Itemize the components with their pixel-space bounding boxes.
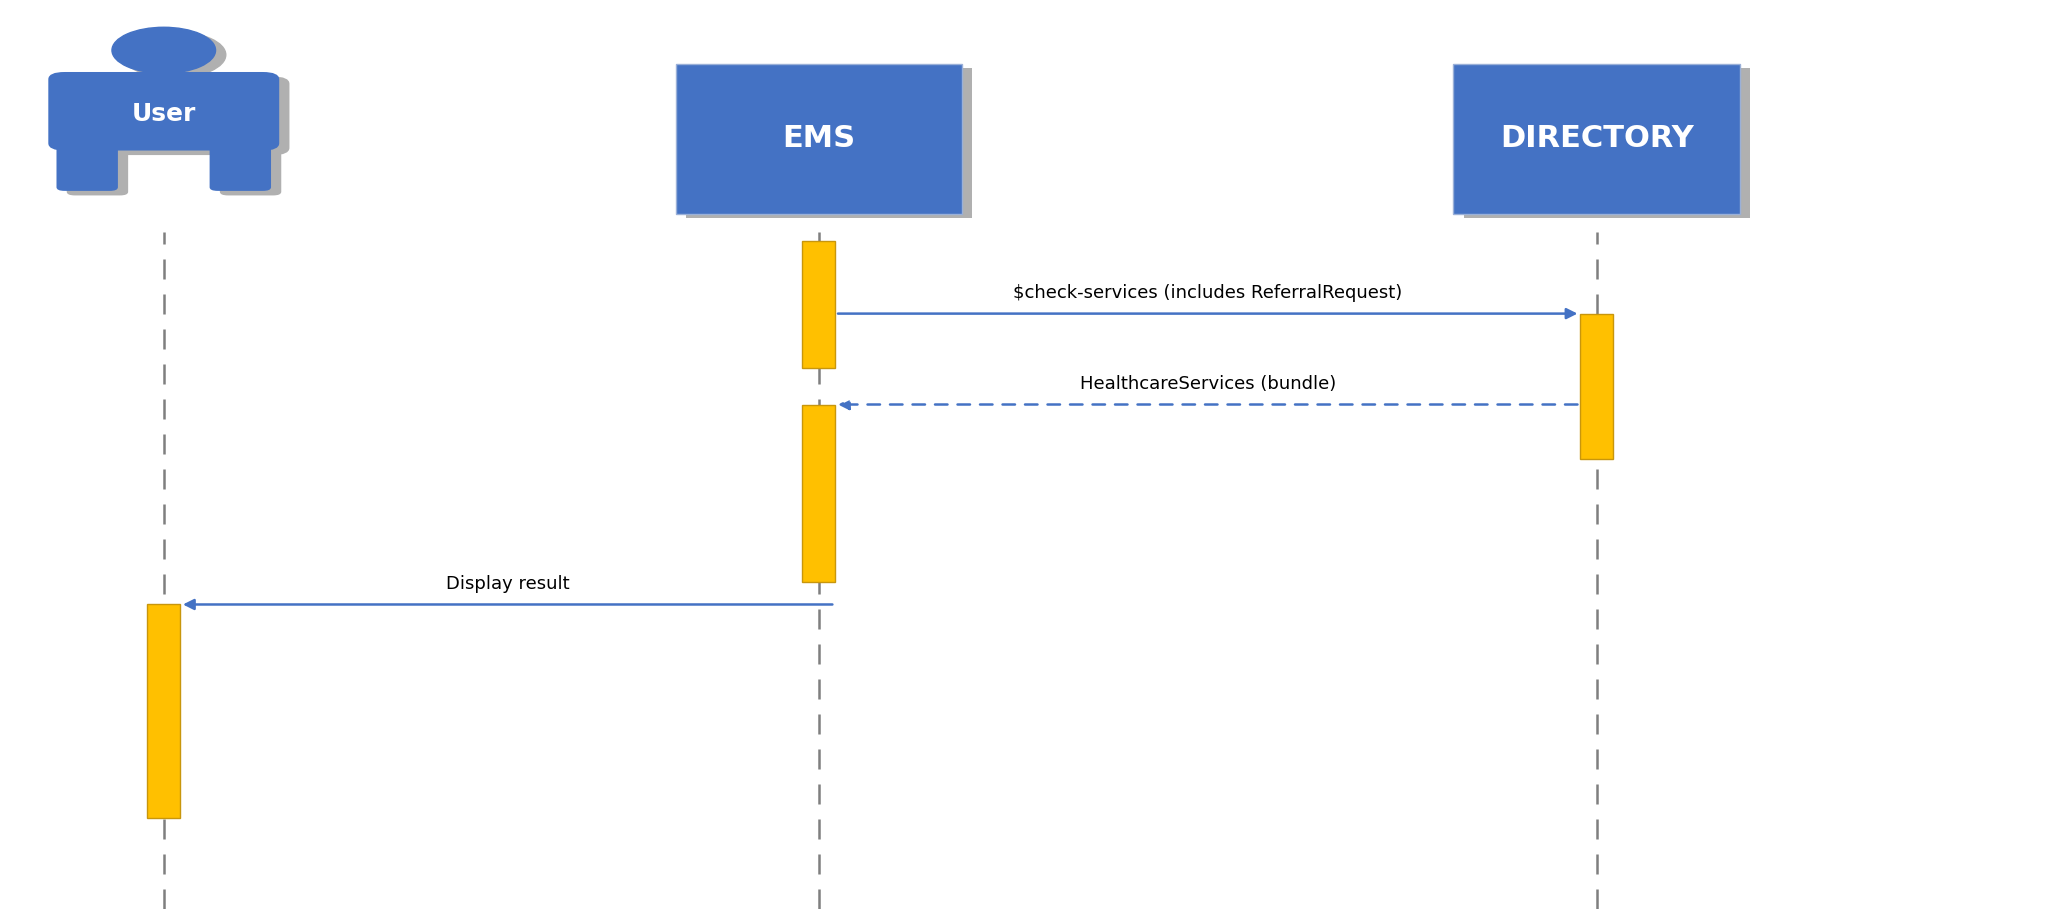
Bar (802, 405, 835, 582)
Text: Display result: Display result (446, 574, 569, 593)
FancyBboxPatch shape (209, 140, 270, 191)
Text: User: User (131, 103, 197, 126)
Bar (1464, 68, 1750, 218)
Bar (1580, 314, 1613, 459)
Bar (686, 68, 972, 218)
Bar (802, 241, 835, 368)
Bar (676, 64, 962, 214)
Bar (147, 604, 180, 818)
Text: DIRECTORY: DIRECTORY (1500, 125, 1693, 153)
FancyBboxPatch shape (57, 140, 119, 191)
Text: $check-services (includes ReferralRequest): $check-services (includes ReferralReques… (1013, 284, 1402, 302)
Text: HealthcareServices (bundle): HealthcareServices (bundle) (1079, 375, 1337, 393)
FancyBboxPatch shape (49, 72, 278, 151)
Bar (1453, 64, 1740, 214)
Text: EMS: EMS (782, 125, 856, 153)
FancyBboxPatch shape (219, 145, 280, 195)
Circle shape (123, 32, 225, 78)
FancyBboxPatch shape (68, 145, 129, 195)
FancyBboxPatch shape (59, 76, 289, 155)
Circle shape (113, 27, 215, 74)
